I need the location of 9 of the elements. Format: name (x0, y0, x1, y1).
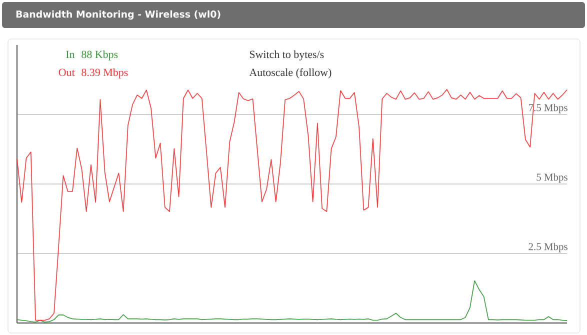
y-tick-label: 5 Mbps (536, 173, 568, 183)
text: Out (58, 68, 75, 76)
annotation: 88 Kbps (82, 50, 118, 60)
text: In (66, 50, 75, 58)
y-tick-label: 2.5 Mbps (528, 242, 568, 252)
annotation: Switch to bytes/s (250, 50, 324, 60)
chart-title: Bandwidth Monitoring - Wireless (wl0) (16, 10, 220, 20)
annotation: 8.39 Mbps (82, 68, 128, 78)
annotation: Autoscale (follow) (249, 68, 332, 78)
